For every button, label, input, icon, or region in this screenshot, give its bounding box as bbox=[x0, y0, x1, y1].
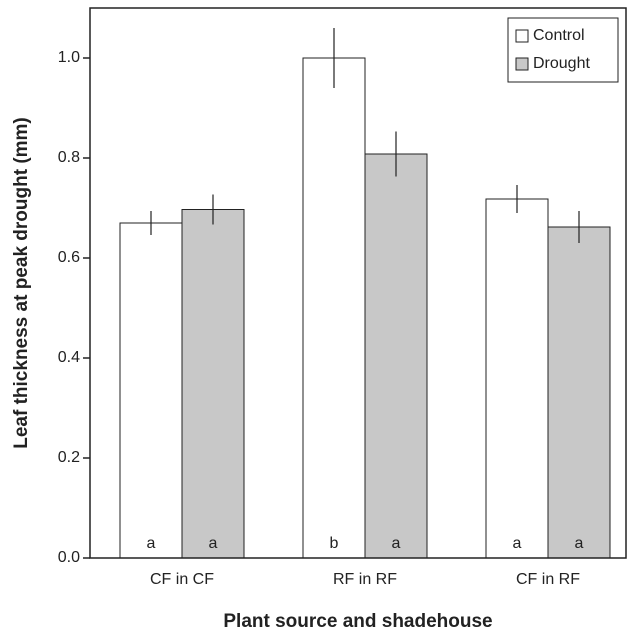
legend-box bbox=[507, 17, 619, 83]
x-tick-label: CF in RF bbox=[516, 571, 580, 588]
bar bbox=[485, 198, 549, 559]
y-axis-title: Leaf thickness at peak drought (mm) bbox=[11, 117, 32, 449]
legend-swatch bbox=[515, 29, 529, 43]
significance-letter: a bbox=[209, 535, 218, 552]
bar bbox=[181, 209, 245, 559]
y-tick-label: 0.0 bbox=[58, 549, 80, 566]
y-tick-label: 0.8 bbox=[58, 149, 80, 166]
x-tick-label: RF in RF bbox=[333, 571, 397, 588]
y-tick-label: 0.6 bbox=[58, 249, 80, 266]
y-tick-label: 0.4 bbox=[58, 349, 80, 366]
axis bbox=[89, 7, 627, 559]
legend-label: Control bbox=[533, 27, 585, 44]
legend-swatch bbox=[515, 57, 529, 71]
significance-letter: a bbox=[147, 535, 156, 552]
significance-letter: a bbox=[392, 535, 401, 552]
y-tick-label: 0.2 bbox=[58, 449, 80, 466]
legend-label: Drought bbox=[533, 55, 590, 72]
bar bbox=[302, 57, 366, 559]
x-tick-label: CF in CF bbox=[150, 571, 214, 588]
y-tick-label: 1.0 bbox=[58, 49, 80, 66]
bar bbox=[364, 153, 428, 559]
bar bbox=[547, 226, 611, 559]
bar bbox=[119, 222, 183, 559]
x-axis-title: Plant source and shadehouse bbox=[223, 611, 492, 632]
significance-letter: a bbox=[513, 535, 522, 552]
significance-letter: a bbox=[575, 535, 584, 552]
significance-letter: b bbox=[330, 535, 339, 552]
